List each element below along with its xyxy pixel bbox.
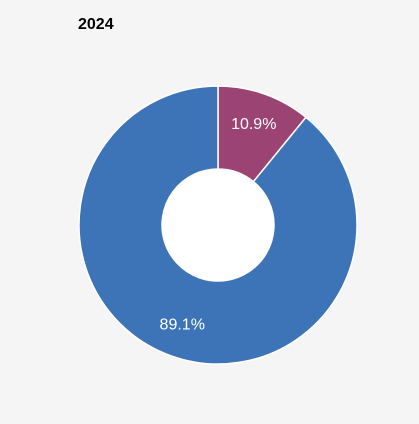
donut-hole bbox=[162, 169, 274, 281]
chart-title: 2024 bbox=[78, 16, 114, 33]
slice-label-1: 89.1% bbox=[160, 317, 205, 334]
slice-label-0: 10.9% bbox=[231, 116, 276, 133]
